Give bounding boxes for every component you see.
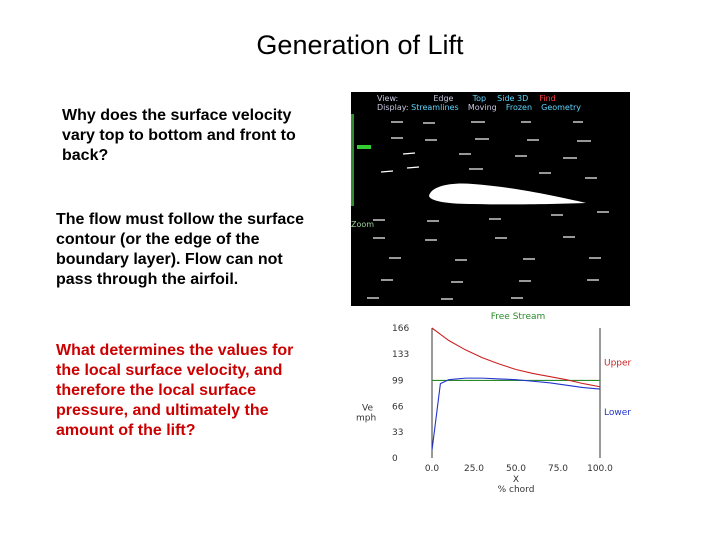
view-menu-row: View: Edge Top Side 3D Find [377, 94, 556, 103]
y-tick-label: 99 [392, 376, 404, 386]
x-tick-label: 0.0 [425, 464, 440, 474]
x-axis-label: X [513, 475, 519, 485]
display-frozen-button[interactable]: Frozen [505, 103, 533, 112]
y-tick-label: 133 [392, 350, 409, 360]
upper-legend-label: Upper [604, 359, 632, 369]
y-tick-label: 166 [392, 324, 409, 334]
x-tick-label: 75.0 [548, 464, 568, 474]
view-side3d-button[interactable]: Side 3D [497, 94, 529, 103]
y-tick-label: 33 [392, 428, 403, 438]
x-axis-unit-label: % chord [498, 485, 535, 495]
slide-title: Generation of Lift [256, 30, 464, 60]
lower-legend-label: Lower [604, 408, 631, 418]
flow-field [351, 114, 609, 300]
zoom-label: Zoom [351, 220, 375, 229]
display-moving-button[interactable]: Moving [467, 103, 497, 112]
upper-series-line [431, 327, 601, 388]
free-stream-legend-label: Free Stream [491, 312, 546, 322]
y-tick-label: 0 [392, 454, 398, 464]
display-geometry-button[interactable]: Geometry [541, 103, 582, 112]
view-label: View: [377, 94, 399, 103]
y-axis-unit-label: mph [356, 413, 376, 423]
question-what-determines-lift: What determines the values for the local… [56, 342, 294, 439]
display-streamlines-button[interactable]: Streamlines [411, 103, 459, 112]
x-tick-label: 25.0 [464, 464, 484, 474]
x-tick-label: 100.0 [587, 464, 613, 474]
zoom-slider-track[interactable] [351, 114, 354, 206]
view-find-button[interactable]: Find [539, 94, 556, 103]
question-surface-velocity: Why does the surface velocity vary top t… [62, 107, 296, 164]
foilsim-flow-view[interactable]: View: Edge Top Side 3D Find Display: Str… [351, 92, 630, 306]
velocity-plot: 0 33 66 99 133 166 0.0 25.0 50.0 75.0 100.0 X% chor… [356, 312, 632, 495]
x-tick-label: 50.0 [506, 464, 526, 474]
answer-flow-follows-contour: The flow must follow the surface contour… [56, 211, 305, 288]
lower-series-line [431, 377, 601, 451]
y-axis-label: Ve [362, 403, 373, 413]
view-top-button[interactable]: Top [472, 94, 487, 103]
y-tick-label: 66 [392, 402, 404, 412]
display-menu-row: Display: Streamlines Moving Frozen Geome… [377, 103, 581, 112]
view-edge-button[interactable]: Edge [433, 94, 454, 103]
zoom-slider-handle[interactable] [357, 145, 371, 149]
display-label: Display: [377, 103, 409, 112]
chart-root: 0 33 66 99 133 166 0.0 25.0 50.0 75.0 100.0 X% chor… [356, 312, 632, 495]
airfoil-shape[interactable] [429, 183, 586, 205]
streamline-dashes [367, 121, 609, 300]
